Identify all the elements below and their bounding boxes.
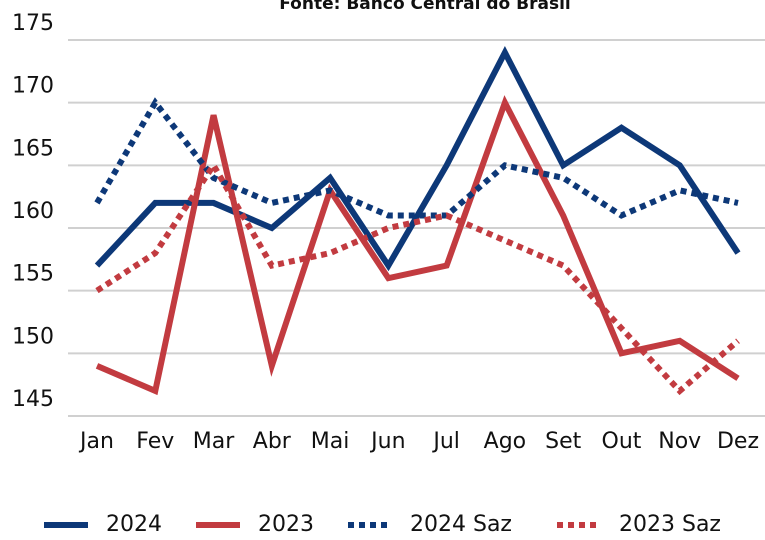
x-tick-label: Dez <box>717 429 759 454</box>
y-tick-label: 145 <box>12 387 54 412</box>
chart-subtitle: Fonte: Banco Central do Brasil <box>279 0 570 14</box>
x-tick-label: Ago <box>484 429 526 454</box>
x-tick-label: Mai <box>311 429 350 454</box>
legend-label: 2023 Saz <box>619 512 721 537</box>
x-tick-label: Jul <box>431 429 460 454</box>
series-line <box>94 45 741 272</box>
legend-label: 2023 <box>258 512 314 537</box>
x-tick-label: Set <box>545 429 582 454</box>
x-tick-label: Nov <box>658 429 701 454</box>
y-tick-label: 165 <box>12 136 54 161</box>
x-tick-label: Mar <box>193 429 235 454</box>
x-tick-label: Jun <box>369 429 405 454</box>
x-tick-label: Abr <box>253 429 292 454</box>
series-line <box>94 97 739 219</box>
y-tick-label: 160 <box>12 199 54 224</box>
y-tick-label: 170 <box>12 74 54 99</box>
x-tick-label: Jan <box>78 429 114 454</box>
x-tick-label: Out <box>602 429 642 454</box>
y-tick-label: 150 <box>12 324 54 349</box>
legend-label: 2024 <box>106 512 162 537</box>
y-tick-label: 155 <box>12 262 54 287</box>
x-tick-label: Fev <box>136 429 174 454</box>
legend-label: 2024 Saz <box>410 512 512 537</box>
y-tick-label: 175 <box>12 11 54 36</box>
series-line <box>95 159 740 396</box>
series-line <box>95 95 740 396</box>
